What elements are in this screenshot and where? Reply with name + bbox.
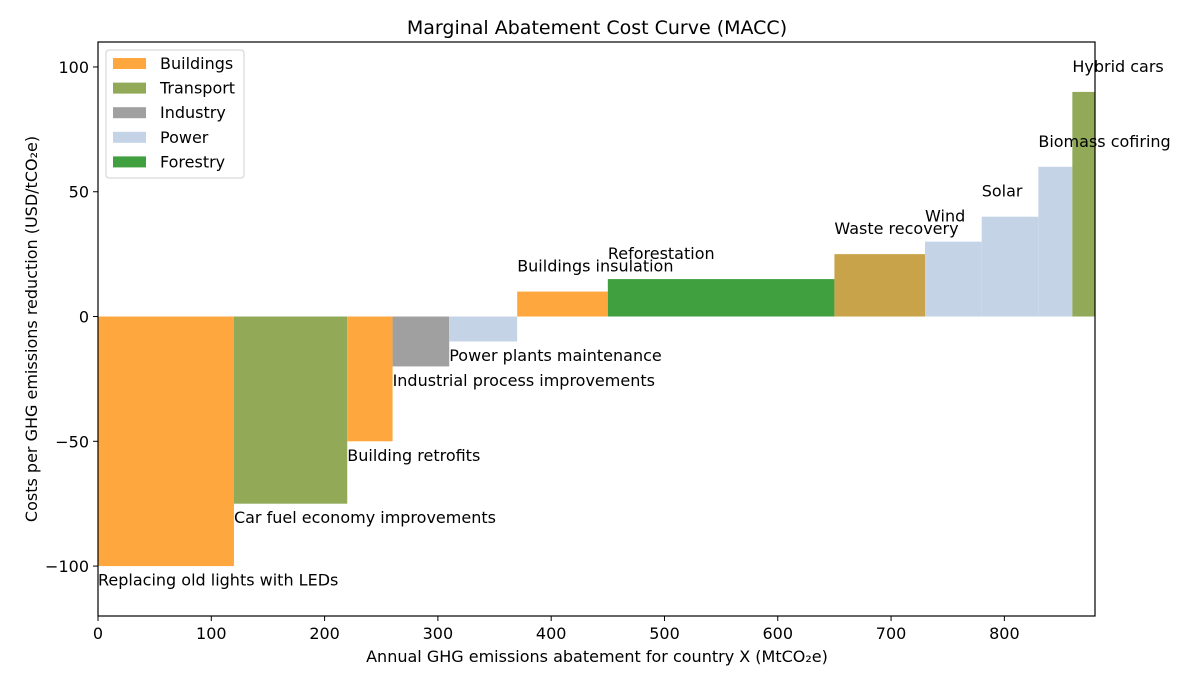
y-tick-label-1: −50 [55, 432, 89, 451]
bar-11 [1072, 91, 1095, 317]
bar-label-10: Biomass cofiring [1038, 132, 1170, 151]
legend-box [105, 49, 245, 179]
x-tick-label-2: 200 [309, 624, 340, 643]
y-tick-label-2: 0 [79, 308, 89, 327]
y-tick-label-0: −100 [45, 557, 89, 576]
y-axis-label: Costs per GHG emissions reduction (USD/t… [22, 136, 41, 522]
bar-label-9: Solar [982, 182, 1023, 201]
legend-label-power: Power [160, 128, 209, 147]
bar-7 [834, 254, 926, 317]
x-axis-label: Annual GHG emissions abatement for count… [366, 647, 828, 666]
bar-0 [98, 316, 234, 567]
bar-label-1: Car fuel economy improvements [234, 508, 496, 527]
x-tick-label-0: 0 [93, 624, 103, 643]
legend-swatch-industry [113, 107, 146, 119]
x-tick-label-1: 100 [196, 624, 227, 643]
x-tick-label-5: 500 [649, 624, 680, 643]
legend-label-buildings: Buildings [160, 54, 233, 73]
bar-label-3: Industrial process improvements [393, 371, 655, 390]
plot-frame [97, 41, 1096, 617]
bar-1 [233, 316, 348, 504]
legend-label-industry: Industry [160, 103, 226, 122]
y-tick-label-4: 100 [58, 58, 89, 77]
bar-10 [1038, 166, 1073, 317]
x-tick-label-8: 800 [989, 624, 1020, 643]
bar-label-0: Replacing old lights with LEDs [98, 571, 338, 590]
bar-8 [925, 241, 982, 317]
legend-swatch-transport [113, 82, 146, 94]
legend-swatch-buildings [113, 58, 146, 69]
bar-6 [607, 279, 835, 317]
x-tick-label-3: 300 [423, 624, 454, 643]
bar-4 [449, 316, 518, 342]
bar-5 [517, 291, 608, 317]
legend-label-transport: Transport [159, 79, 235, 98]
bar-label-6: Reforestation [608, 244, 715, 263]
bar-label-8: Wind [925, 207, 965, 226]
bar-label-7: Waste recovery [834, 219, 958, 238]
bar-9 [981, 216, 1039, 317]
bar-label-4: Power plants maintenance [449, 346, 662, 365]
x-tick-label-6: 600 [762, 624, 793, 643]
chart-title: Marginal Abatement Cost Curve (MACC) [407, 17, 787, 39]
legend-swatch-power [113, 131, 146, 143]
legend-swatch-forestry [113, 156, 146, 168]
bar-2 [347, 316, 393, 442]
bar-label-2: Building retrofits [347, 446, 480, 465]
x-tick-label-4: 400 [536, 624, 567, 643]
y-tick-label-3: 50 [69, 183, 89, 202]
x-tick-label-7: 700 [876, 624, 907, 643]
legend: Buildings Transport Industry Power Forestry [105, 49, 245, 179]
bar-label-5: Buildings insulation [517, 257, 673, 276]
bar-label-11: Hybrid cars [1072, 57, 1163, 76]
bar-3 [392, 316, 450, 367]
legend-label-forestry: Forestry [160, 152, 225, 171]
